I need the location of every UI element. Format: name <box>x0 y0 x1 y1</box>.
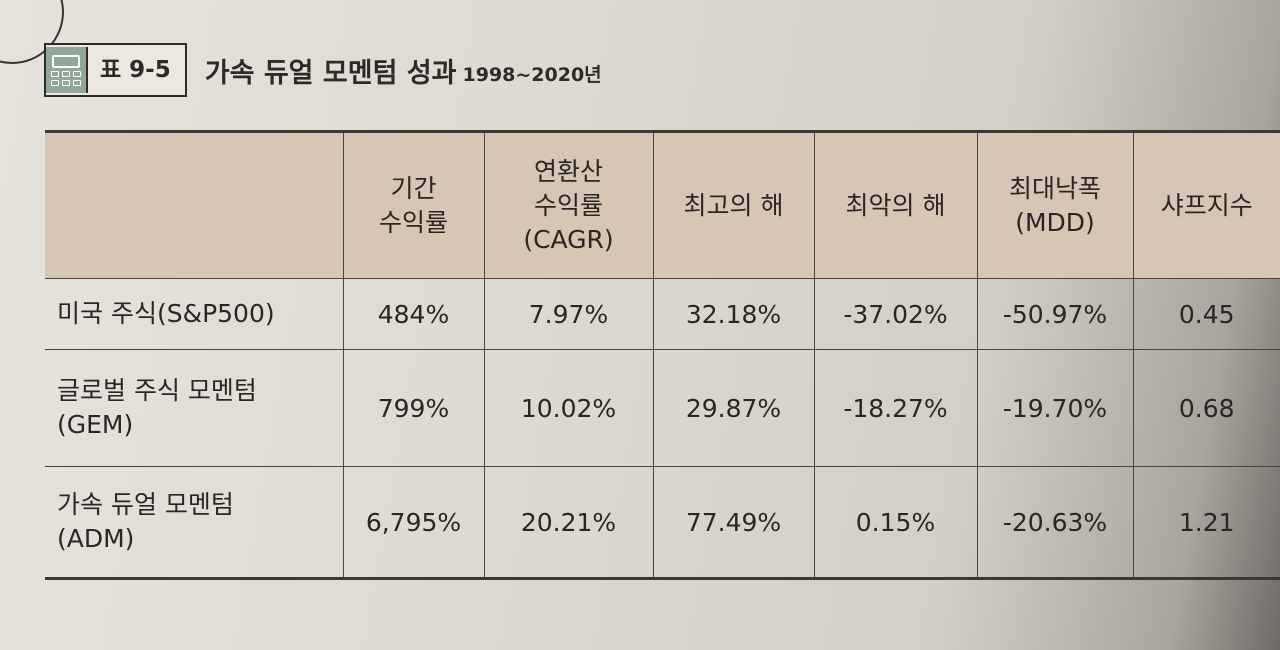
calculator-icon <box>46 47 86 93</box>
header-mdd: 최대낙폭 (MDD) <box>976 131 1133 279</box>
table-number-box: 표 9-5 <box>44 43 187 97</box>
cell-sharpe: 0.45 <box>1132 278 1280 350</box>
table-header-row: 기간 수익률 연환산 수익률 (CAGR) 최고의 해 최악의 해 최대낙폭 (… <box>45 131 1280 279</box>
cell-mdd: -50.97% <box>976 278 1133 350</box>
row-label: 가속 듀얼 모멘텀 (ADM) <box>45 466 343 579</box>
cell-mdd: -20.63% <box>976 466 1133 579</box>
table-row: 가속 듀얼 모멘텀 (ADM) 6,795% 20.21% 77.49% 0.1… <box>45 466 1280 579</box>
cell-best-year: 29.87% <box>652 349 814 467</box>
cell-sharpe: 1.21 <box>1132 466 1280 579</box>
header-best-year: 최고의 해 <box>652 131 814 279</box>
header-sharpe: 샤프지수 <box>1132 131 1280 279</box>
table-number: 표 9-5 <box>86 47 185 93</box>
cell-cagr: 20.21% <box>483 466 653 579</box>
cell-worst-year: -18.27% <box>813 349 977 467</box>
table-caption: 표 9-5 가속 듀얼 모멘텀 성과 1998~2020년 <box>44 43 602 97</box>
cell-period-return: 799% <box>342 349 484 467</box>
cell-period-return: 6,795% <box>342 466 484 579</box>
cell-mdd: -19.70% <box>976 349 1133 467</box>
header-cagr: 연환산 수익률 (CAGR) <box>483 131 653 279</box>
table-period: 1998~2020년 <box>462 63 602 86</box>
row-label: 미국 주식(S&P500) <box>45 278 343 350</box>
cell-worst-year: 0.15% <box>813 466 977 579</box>
table-row: 미국 주식(S&P500) 484% 7.97% 32.18% -37.02% … <box>45 278 1280 350</box>
header-blank <box>45 131 343 279</box>
table-row: 글로벌 주식 모멘텀 (GEM) 799% 10.02% 29.87% -18.… <box>45 349 1280 467</box>
performance-table: 기간 수익률 연환산 수익률 (CAGR) 최고의 해 최악의 해 최대낙폭 (… <box>45 130 1280 580</box>
cell-period-return: 484% <box>342 278 484 350</box>
cell-cagr: 7.97% <box>483 278 653 350</box>
cell-sharpe: 0.68 <box>1132 349 1280 467</box>
header-worst-year: 최악의 해 <box>813 131 977 279</box>
header-period-return: 기간 수익률 <box>342 131 484 279</box>
cell-cagr: 10.02% <box>483 349 653 467</box>
row-label: 글로벌 주식 모멘텀 (GEM) <box>45 349 343 467</box>
cell-best-year: 77.49% <box>652 466 814 579</box>
cell-worst-year: -37.02% <box>813 278 977 350</box>
table-title: 가속 듀얼 모멘텀 성과 <box>204 57 457 89</box>
cell-best-year: 32.18% <box>652 278 814 350</box>
